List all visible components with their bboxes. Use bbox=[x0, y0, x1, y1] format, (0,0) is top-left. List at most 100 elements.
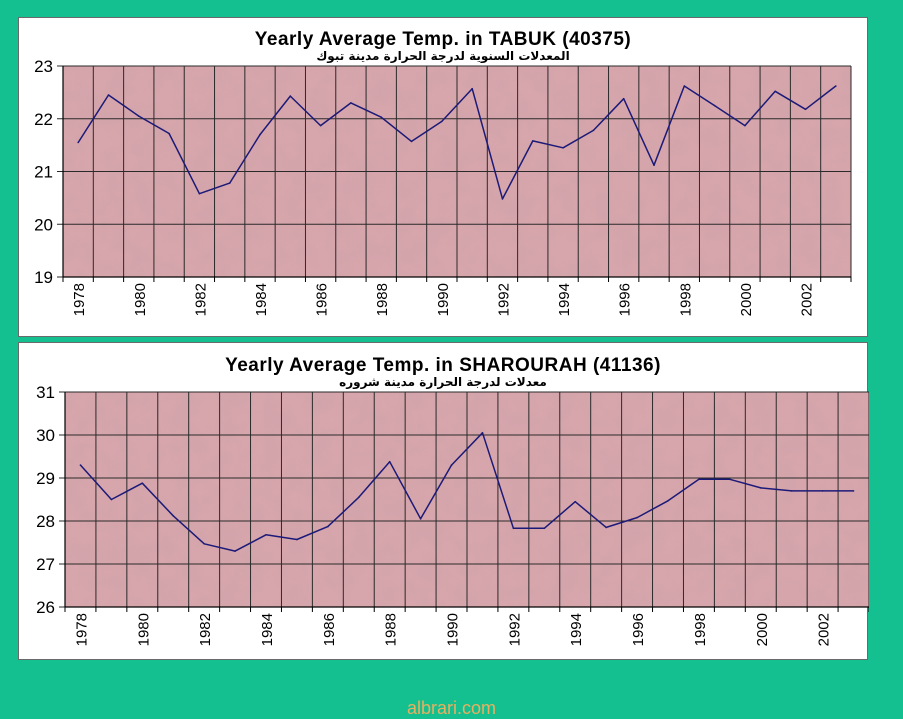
data-point bbox=[471, 87, 473, 90]
data-point bbox=[592, 129, 595, 132]
data-point bbox=[450, 464, 453, 466]
chart-panel-tabuk: 19 20 21 22 23 1978 1980 1982 1984 1986 1988 1990 19… bbox=[18, 17, 868, 337]
data-point bbox=[168, 132, 170, 135]
data-point bbox=[774, 90, 777, 93]
data-point bbox=[759, 487, 762, 489]
data-point bbox=[804, 108, 807, 111]
data-point bbox=[79, 464, 82, 466]
data-point bbox=[531, 140, 534, 142]
data-point bbox=[512, 527, 515, 530]
data-point bbox=[388, 460, 391, 463]
data-point bbox=[259, 133, 261, 136]
data-point bbox=[410, 140, 413, 143]
x-tick-label: 2000 bbox=[754, 613, 771, 646]
data-point bbox=[350, 102, 352, 104]
y-tick-label: 28 bbox=[36, 512, 55, 531]
x-tick-label: 1980 bbox=[135, 613, 152, 646]
data-point bbox=[543, 527, 546, 530]
x-tick-label: 2002 bbox=[816, 613, 833, 646]
data-point bbox=[683, 85, 686, 87]
data-point bbox=[653, 164, 655, 166]
data-point bbox=[744, 124, 746, 127]
data-point bbox=[562, 146, 564, 149]
x-tick-label: 1990 bbox=[445, 613, 462, 646]
x-tick-label: 1996 bbox=[630, 613, 647, 646]
y-tick-label: 20 bbox=[34, 215, 53, 234]
data-point bbox=[821, 490, 824, 492]
y-tick-label: 26 bbox=[36, 598, 55, 617]
y-tick-label: 23 bbox=[34, 57, 53, 76]
data-point bbox=[698, 478, 700, 481]
data-point bbox=[172, 515, 175, 517]
chart-tabuk: 19 20 21 22 23 1978 1980 1982 1984 1986 1988 1990 19… bbox=[34, 57, 852, 316]
x-tick-label: 1998 bbox=[677, 283, 694, 316]
x-tick-label: 1992 bbox=[506, 613, 523, 646]
x-tick-label: 1986 bbox=[321, 613, 338, 646]
data-point bbox=[77, 141, 79, 144]
data-point bbox=[419, 518, 422, 520]
x-tick-label: 1994 bbox=[556, 283, 573, 316]
data-point bbox=[667, 499, 669, 502]
y-tick-label: 22 bbox=[34, 110, 53, 129]
data-point bbox=[198, 192, 201, 195]
data-point bbox=[574, 500, 577, 503]
x-tick-label: 1988 bbox=[383, 613, 400, 646]
series-line bbox=[79, 432, 854, 552]
data-point bbox=[141, 482, 144, 484]
x-tick-label: 1996 bbox=[617, 283, 634, 316]
x-tick-label: 1984 bbox=[259, 613, 276, 646]
data-point bbox=[265, 533, 267, 536]
chart-title: Yearly Average Temp. in SHAROURAH (41136… bbox=[225, 355, 661, 376]
data-point bbox=[203, 542, 205, 545]
data-point bbox=[501, 198, 504, 200]
data-point bbox=[729, 478, 731, 481]
x-tick-label: 2002 bbox=[799, 283, 816, 316]
data-point bbox=[605, 526, 607, 529]
x-tick-label: 1994 bbox=[568, 613, 585, 646]
data-point bbox=[636, 516, 638, 519]
x-tick-label: 1992 bbox=[495, 283, 512, 316]
data-point bbox=[319, 124, 322, 127]
data-point bbox=[110, 498, 113, 501]
data-point bbox=[357, 496, 360, 499]
site-watermark: albrari.com bbox=[406, 698, 497, 718]
x-tick-label: 1978 bbox=[71, 283, 88, 316]
x-tick-label: 1988 bbox=[374, 283, 391, 316]
data-point bbox=[296, 538, 298, 541]
data-point bbox=[137, 115, 140, 117]
x-tick-label: 1998 bbox=[692, 613, 709, 646]
data-point bbox=[622, 97, 625, 100]
data-point bbox=[441, 120, 443, 123]
data-point bbox=[852, 490, 855, 492]
data-point bbox=[228, 182, 231, 184]
y-tick-label: 29 bbox=[36, 469, 55, 488]
x-tick-label: 1982 bbox=[197, 613, 214, 646]
y-tick-label: 19 bbox=[34, 268, 53, 287]
series-line bbox=[77, 85, 837, 200]
x-tick-label: 1990 bbox=[435, 283, 452, 316]
x-tick-label: 1982 bbox=[192, 283, 209, 316]
data-point bbox=[713, 104, 716, 107]
chart-title: Yearly Average Temp. in TABUK (40375) bbox=[254, 29, 632, 50]
chart-subtitle: معدلات لدرجة الحرارة مدينة شروره bbox=[339, 375, 547, 389]
y-tick-label: 31 bbox=[36, 383, 55, 402]
x-tick-label: 2000 bbox=[738, 283, 755, 316]
data-point bbox=[289, 95, 292, 97]
data-point bbox=[481, 432, 484, 434]
x-tick-label: 1978 bbox=[73, 613, 90, 646]
x-tick-label: 1986 bbox=[314, 283, 331, 316]
data-point bbox=[380, 116, 383, 118]
y-tick-label: 27 bbox=[36, 555, 55, 574]
data-point bbox=[107, 94, 110, 96]
chart-panel-sharourah: 26 27 28 29 30 31 1978 1980 1982 1984 1986 1988 1990… bbox=[18, 342, 869, 660]
chart-subtitle: المعدلات السنوية لدرجة الحرارة مدينة تبو… bbox=[316, 49, 570, 63]
x-tick-label: 1980 bbox=[132, 283, 149, 316]
y-tick-label: 30 bbox=[36, 426, 55, 445]
data-point bbox=[327, 525, 329, 528]
data-point bbox=[835, 85, 837, 87]
chart-sharourah: 26 27 28 29 30 31 1978 1980 1982 1984 1986 1988 1990… bbox=[36, 383, 869, 646]
x-tick-label: 1984 bbox=[253, 283, 270, 316]
data-point bbox=[234, 550, 236, 552]
data-point bbox=[790, 490, 793, 492]
y-tick-label: 21 bbox=[34, 163, 53, 182]
